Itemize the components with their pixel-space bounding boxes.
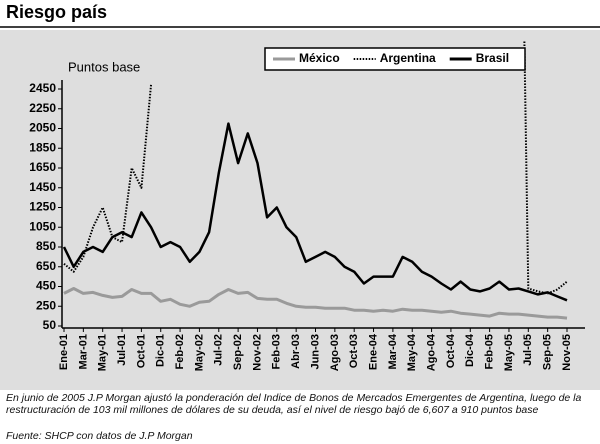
x-tick-label: Dic-04 xyxy=(464,333,476,367)
plot xyxy=(62,40,568,320)
y-tick-label: 50 xyxy=(43,318,57,332)
x-tick-label: Jul-02 xyxy=(213,334,225,366)
y-tick-label: 650 xyxy=(36,259,56,273)
legend-label: México xyxy=(299,51,340,65)
y-tick-label: 850 xyxy=(36,239,56,253)
x-tick-label: Ene-01 xyxy=(58,334,70,370)
y-tick-label: 1050 xyxy=(29,219,56,233)
x-tick-label: Oct-04 xyxy=(445,333,457,368)
y-tick-label: 1850 xyxy=(29,140,56,154)
y-tick-label: 450 xyxy=(36,279,56,293)
y-tick-label: 2050 xyxy=(29,121,56,135)
y-tick-label: 1650 xyxy=(29,160,56,174)
x-tick-label: Feb-02 xyxy=(174,334,186,369)
panel xyxy=(0,30,600,390)
x-tick-label: Jul-01 xyxy=(116,334,128,366)
note: En junio de 2005 J.P Morgan ajustó la po… xyxy=(6,392,582,416)
x-tick-label: Oct-03 xyxy=(348,334,360,368)
x-tick-label: Jul-05 xyxy=(522,334,534,366)
x-tick-label: Mar-04 xyxy=(387,333,399,369)
x-tick-label: Feb-03 xyxy=(271,334,283,369)
x-tick-label: May-04 xyxy=(406,333,418,371)
x-tick-label: Dic-01 xyxy=(155,334,167,367)
source: Fuente: SHCP con datos de J.P Morgan xyxy=(6,430,193,442)
x-tick-label: Oct-01 xyxy=(135,334,147,368)
series-line xyxy=(63,287,568,320)
x-tick-label: Nov-02 xyxy=(251,334,263,371)
chart: Riesgo país Puntos base 50 250 450 650 850 10… xyxy=(0,2,600,390)
x-tick-label: Ene-04 xyxy=(367,333,379,370)
y-tick-label: 2450 xyxy=(29,81,56,95)
y-tick-label: 1450 xyxy=(29,180,56,194)
x-tick-label: Ago-04 xyxy=(425,333,437,371)
x-tick-label: Jun-03 xyxy=(309,334,321,369)
series-line xyxy=(62,122,568,302)
x-tick-label: May-05 xyxy=(503,334,515,371)
x-tick-label: Abr-03 xyxy=(290,334,302,369)
y-axis-label: Puntos base xyxy=(68,59,140,74)
x-tick-label: May-01 xyxy=(97,334,109,371)
y-tick-label: 2250 xyxy=(29,101,56,115)
legend-box xyxy=(264,47,526,71)
x-tick-label: May-02 xyxy=(193,334,205,371)
x-tick-label: Sep-02 xyxy=(232,334,244,370)
y-tick-label: 1250 xyxy=(29,200,56,214)
x-tick-label: Ago-03 xyxy=(329,334,341,371)
x-tick-label: Mar-01 xyxy=(77,334,89,369)
x-tick-label: Sep-05 xyxy=(542,334,554,370)
y-tick-label: 250 xyxy=(36,298,56,312)
chart-title: Riesgo país xyxy=(6,2,107,22)
legend-label: Brasil xyxy=(476,51,509,65)
legend-label: Argentina xyxy=(380,51,436,65)
x-tick-label: Nov-05 xyxy=(561,334,573,371)
x-tick-label: Feb-05 xyxy=(484,334,496,369)
